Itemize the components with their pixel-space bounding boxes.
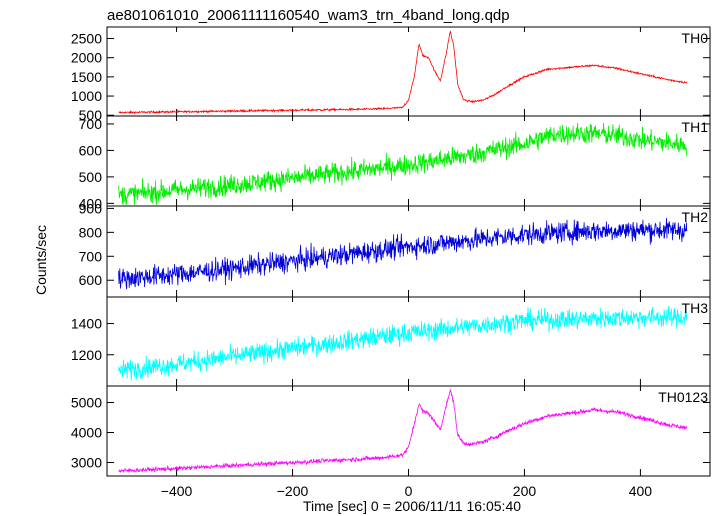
y-axis-label: Counts/sec — [33, 225, 49, 295]
y-tick-label: 1000 — [71, 88, 102, 104]
y-tick-label: 1500 — [71, 69, 102, 85]
panel-th3: 1200 1400 TH3 — [71, 296, 711, 387]
x-tick-label: 0 — [405, 483, 413, 499]
y-tick-label: 600 — [79, 272, 103, 288]
series-line-th1 — [118, 122, 688, 206]
y-tick-label: 2500 — [71, 31, 102, 47]
x-tick-label: −400 — [161, 483, 193, 499]
y-tick-label: 700 — [79, 248, 103, 264]
y-tick-label: 1400 — [71, 316, 102, 332]
y-tick-label: 1200 — [71, 347, 102, 363]
y-tick-label: 700 — [79, 116, 103, 132]
y-tick-label: 600 — [79, 142, 103, 158]
y-tick-label: 500 — [79, 169, 103, 185]
panel-label: TH0123 — [658, 389, 708, 405]
series-line-th0 — [118, 30, 688, 115]
series-line-th3 — [118, 305, 688, 381]
panel-frame — [106, 26, 711, 117]
panel-th0123: 3000 4000 5000 TH0123 — [71, 385, 711, 477]
panel-th0: 500 1000 1500 2000 2500 TH0 — [71, 26, 711, 123]
chart-title: ae801061010_20061111160540_wam3_trn_4ban… — [107, 7, 510, 24]
panel-label: TH1 — [682, 119, 709, 135]
y-tick-label: 3000 — [71, 455, 102, 471]
y-tick-label: 900 — [79, 200, 103, 216]
x-tick-label: −200 — [277, 483, 309, 499]
series-line-th0123 — [118, 389, 688, 474]
panel-th2: 600 700 800 900 TH2 — [79, 200, 711, 298]
panel-frame — [106, 296, 711, 387]
panel-frame — [106, 205, 711, 298]
x-axis-label: Time [sec] 0 = 2006/11/11 16:05:40 — [303, 498, 521, 514]
panel-label: TH0 — [682, 30, 709, 46]
x-tick-label: 400 — [629, 483, 653, 499]
y-tick-label: 2000 — [71, 50, 102, 66]
panel-label: TH3 — [682, 300, 709, 316]
panel-label: TH2 — [682, 209, 709, 225]
y-tick-label: 5000 — [71, 395, 102, 411]
y-tick-label: 500 — [79, 107, 103, 123]
y-tick-label: 400 — [79, 195, 103, 211]
panel-th1: 400 500 600 700 TH1 — [79, 115, 711, 211]
series-line-th2 — [118, 217, 688, 290]
y-tick-label: 4000 — [71, 425, 102, 441]
y-tick-label: 800 — [79, 224, 103, 240]
panel-frame — [106, 385, 711, 477]
x-tick-label: 200 — [513, 483, 537, 499]
